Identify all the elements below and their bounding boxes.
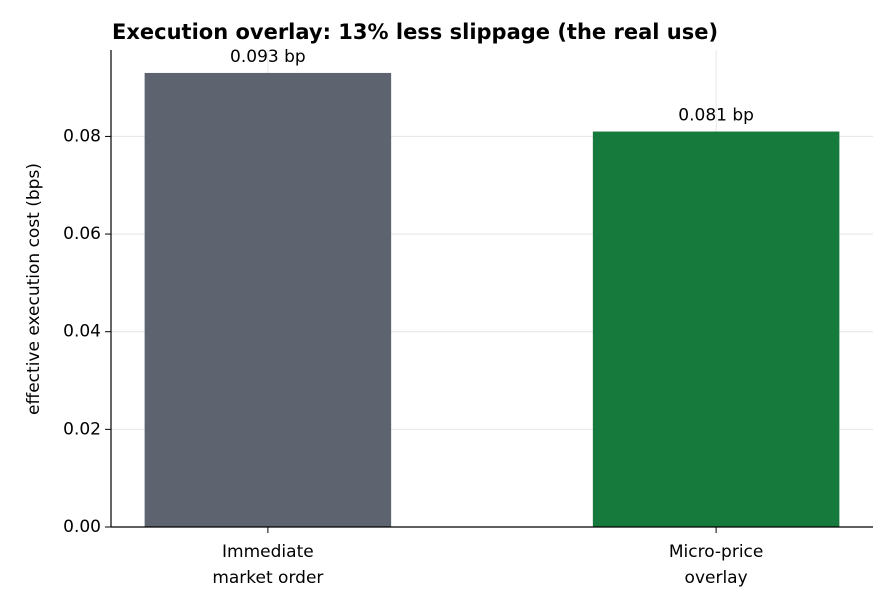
- x-tick-label: Micro-price overlay: [668, 542, 764, 588]
- y-tick-label: 0.00: [63, 517, 101, 537]
- y-tick-label: 0.04: [63, 322, 101, 342]
- y-axis-label: effective execution cost (bps): [24, 163, 44, 415]
- bar: [592, 131, 840, 527]
- y-tick-label: 0.06: [63, 224, 101, 244]
- chart-title: Execution overlay: 13% less slippage (th…: [112, 20, 718, 44]
- bar: [144, 72, 392, 527]
- value-label: 0.093 bp: [230, 47, 306, 67]
- x-tick-label: Immediate market order: [212, 542, 324, 588]
- value-label: 0.081 bp: [678, 106, 754, 126]
- y-tick-label: 0.02: [63, 419, 101, 439]
- y-tick-label: 0.08: [63, 126, 101, 146]
